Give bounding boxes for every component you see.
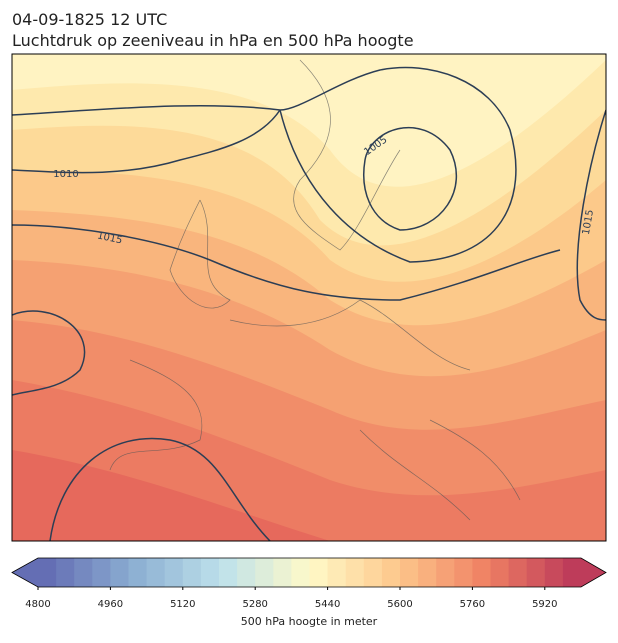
title: 04-09-1825 12 UTC [12, 10, 167, 29]
map: 1010 1015 1005 1015 [12, 54, 606, 541]
colorbar-cell [544, 558, 564, 587]
colorbar-cell [381, 558, 401, 587]
colorbar-cell [291, 558, 310, 587]
colorbar-extend [581, 558, 606, 587]
colorbar-cell [490, 558, 510, 587]
colorbar-cell [237, 558, 256, 587]
colorbar-cell [110, 558, 129, 587]
colorbar-cell [200, 558, 220, 587]
colorbar-tick-label: 4800 [25, 599, 50, 610]
colorbar-cell [164, 558, 184, 587]
colorbar-cell [363, 558, 383, 587]
colorbar-cell [56, 558, 75, 587]
colorbar-cell [526, 558, 546, 587]
colorbar-extend [12, 558, 38, 587]
colorbar-cell [472, 558, 491, 587]
colorbar-tick-label: 4960 [98, 599, 123, 610]
colorbar-cell [454, 558, 473, 587]
colorbar-cell [418, 558, 437, 587]
colorbar-cell [182, 558, 202, 587]
colorbar-cell [146, 558, 166, 587]
colorbar-cell [273, 558, 292, 587]
colorbar-cell [219, 558, 238, 587]
contour-label: 1010 [53, 169, 78, 180]
colorbar-cell [508, 558, 528, 587]
colorbar-cell [309, 558, 329, 587]
colorbar: 4800 4960 5120 5280 5440 5600 5760 5920 [11, 557, 607, 610]
colorbar-tick-label: 5600 [387, 599, 412, 610]
colorbar-cell [74, 558, 93, 587]
colorbar-cell [255, 558, 274, 587]
map-frame [11, 53, 607, 542]
colorbar-cell [345, 558, 365, 587]
colorbar-tick-label: 5760 [460, 599, 485, 610]
contour-label: 1015 [96, 230, 123, 246]
colorbar-cell [128, 558, 148, 587]
colorbar-cell [92, 558, 111, 587]
colorbar-tick-label: 5280 [242, 599, 267, 610]
colorbar-cell [400, 558, 419, 587]
colorbar-label: 500 hPa hoogte in meter [241, 615, 378, 628]
colorbar-cell [436, 558, 455, 587]
colorbar-tick-label: 5440 [315, 599, 340, 610]
colorbar-cell [38, 558, 57, 587]
subtitle: Luchtdruk op zeeniveau in hPa en 500 hPa… [12, 31, 414, 50]
colorbar-tick-label: 5120 [170, 599, 195, 610]
contour-label: 1015 [581, 209, 596, 236]
colorbar-cell [562, 558, 582, 587]
colorbar-cell [327, 558, 347, 587]
colorbar-tick-label: 5920 [532, 599, 557, 610]
